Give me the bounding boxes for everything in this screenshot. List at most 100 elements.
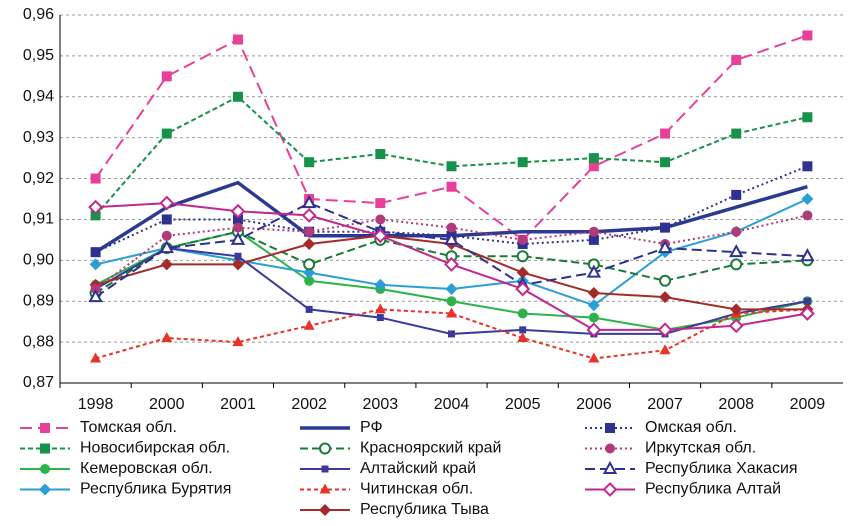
y-tick-label: 0,93 [23, 129, 54, 146]
data-point [88, 289, 103, 303]
data-point [161, 230, 172, 241]
data-point [801, 193, 814, 205]
data-point [232, 34, 243, 45]
data-point [90, 247, 101, 258]
series-line [94, 95, 808, 217]
data-point [301, 207, 317, 223]
legend-label: Красноярский край [360, 440, 501, 457]
legend-marker [602, 460, 618, 474]
data-point [730, 303, 743, 316]
data-point [230, 231, 246, 245]
data-point [446, 307, 457, 318]
data-point [588, 161, 599, 172]
data-point [159, 195, 175, 211]
data-point [159, 239, 174, 254]
y-tick-label: 0,92 [23, 170, 54, 187]
data-point [803, 297, 811, 305]
data-point [161, 332, 173, 343]
data-point [587, 287, 600, 300]
data-point [588, 234, 599, 245]
data-point [231, 258, 244, 271]
legend-marker [321, 465, 329, 473]
data-point [445, 282, 458, 295]
y-tick-label: 0,88 [23, 333, 54, 350]
data-point [517, 308, 528, 319]
data-point [303, 319, 315, 330]
y-tick-label: 0,94 [23, 88, 54, 105]
data-point [516, 250, 529, 263]
legend-label: Республика Бурятия [80, 481, 231, 498]
data-point [89, 258, 102, 271]
data-point [731, 189, 742, 200]
x-tick-label: 2005 [505, 396, 541, 413]
legend-label: Республика Алтай [645, 481, 781, 498]
data-point [88, 199, 104, 215]
data-point [517, 332, 529, 343]
data-point [728, 318, 744, 334]
legend-label: Новосибирская обл. [80, 440, 230, 457]
data-point [586, 264, 602, 278]
data-point [90, 173, 101, 184]
data-point [588, 312, 599, 323]
data-point [660, 157, 671, 168]
data-point [376, 314, 384, 322]
data-point [587, 299, 600, 312]
data-point [90, 352, 102, 363]
legend-label: Омская обл. [645, 419, 737, 436]
data-point [517, 157, 528, 168]
data-point [446, 181, 457, 192]
data-point [516, 266, 529, 279]
legend-marker [40, 443, 50, 454]
x-tick-label: 2002 [291, 396, 327, 413]
data-point [301, 195, 317, 209]
data-point [802, 30, 813, 41]
legend-marker [602, 482, 618, 497]
legend-label: Республика Тыва [360, 501, 489, 518]
data-point [731, 54, 742, 65]
legend-label: Томская обл. [80, 419, 177, 436]
data-point [448, 330, 455, 338]
data-point [90, 210, 101, 221]
x-tick-label: 2003 [363, 396, 399, 413]
data-point [304, 226, 315, 237]
series-line [95, 308, 808, 360]
data-point [800, 248, 815, 262]
data-point [659, 274, 672, 287]
data-point [659, 291, 672, 304]
legend-marker [605, 443, 615, 454]
y-tick-label: 0,91 [23, 211, 54, 228]
data-point [374, 303, 386, 314]
data-point [802, 112, 813, 123]
data-point [161, 71, 172, 82]
legend-marker [319, 483, 331, 494]
data-point [446, 161, 457, 172]
data-point [519, 326, 527, 334]
data-point [586, 322, 602, 338]
data-point [304, 157, 315, 168]
data-point [444, 257, 459, 272]
data-point [372, 228, 388, 244]
data-point [517, 234, 528, 245]
x-tick-label: 2000 [149, 396, 185, 413]
data-point [304, 275, 315, 286]
data-point [446, 296, 457, 307]
x-tick-label: 2004 [434, 396, 470, 413]
data-point [730, 258, 743, 271]
data-point [802, 210, 813, 221]
y-tick-label: 0,87 [23, 374, 54, 391]
data-point [161, 214, 172, 225]
y-tick-label: 0,96 [23, 6, 54, 23]
data-point [374, 278, 387, 291]
data-point [375, 198, 386, 209]
data-point [230, 203, 246, 219]
data-point [588, 226, 599, 237]
data-point [303, 237, 316, 250]
data-point [660, 222, 671, 233]
x-tick-label: 2001 [220, 396, 256, 413]
data-point [161, 128, 172, 139]
x-tick-label: 1998 [78, 396, 114, 413]
data-point [232, 91, 243, 102]
data-point [232, 336, 244, 347]
data-point [802, 161, 813, 172]
data-point [446, 222, 457, 233]
